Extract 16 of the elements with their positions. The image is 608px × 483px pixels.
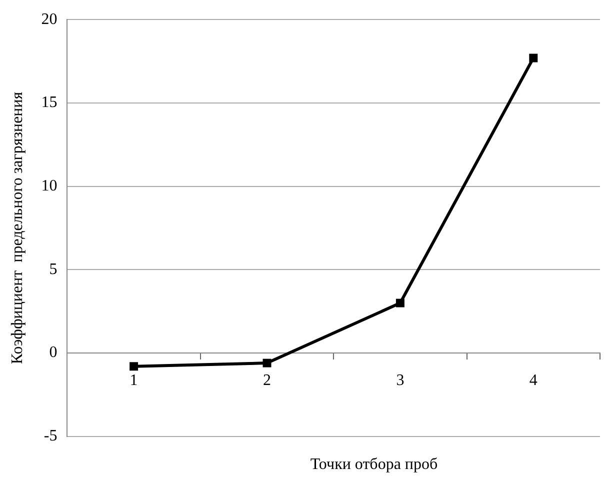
y-tick-label: 20: [41, 10, 58, 28]
y-tick-label: 0: [49, 344, 58, 362]
x-tick-label: 3: [396, 372, 404, 389]
point: [262, 358, 272, 368]
x-axis-title: Точки отбора проб: [309, 456, 439, 474]
y-axis-title: Коэффициент предельного загрязнения: [8, 91, 26, 364]
point: [396, 298, 404, 308]
y-tick-label: 10: [41, 178, 58, 195]
point: [130, 362, 138, 371]
point: [529, 54, 538, 62]
y-tick-label: 5: [49, 260, 58, 278]
x-tick-label: 2: [263, 372, 271, 389]
y-tick-label: -5: [44, 428, 58, 445]
y-tick-label: 15: [41, 94, 58, 112]
x-tick-label: 1: [130, 372, 138, 389]
x-tick-label: 4: [529, 372, 538, 389]
